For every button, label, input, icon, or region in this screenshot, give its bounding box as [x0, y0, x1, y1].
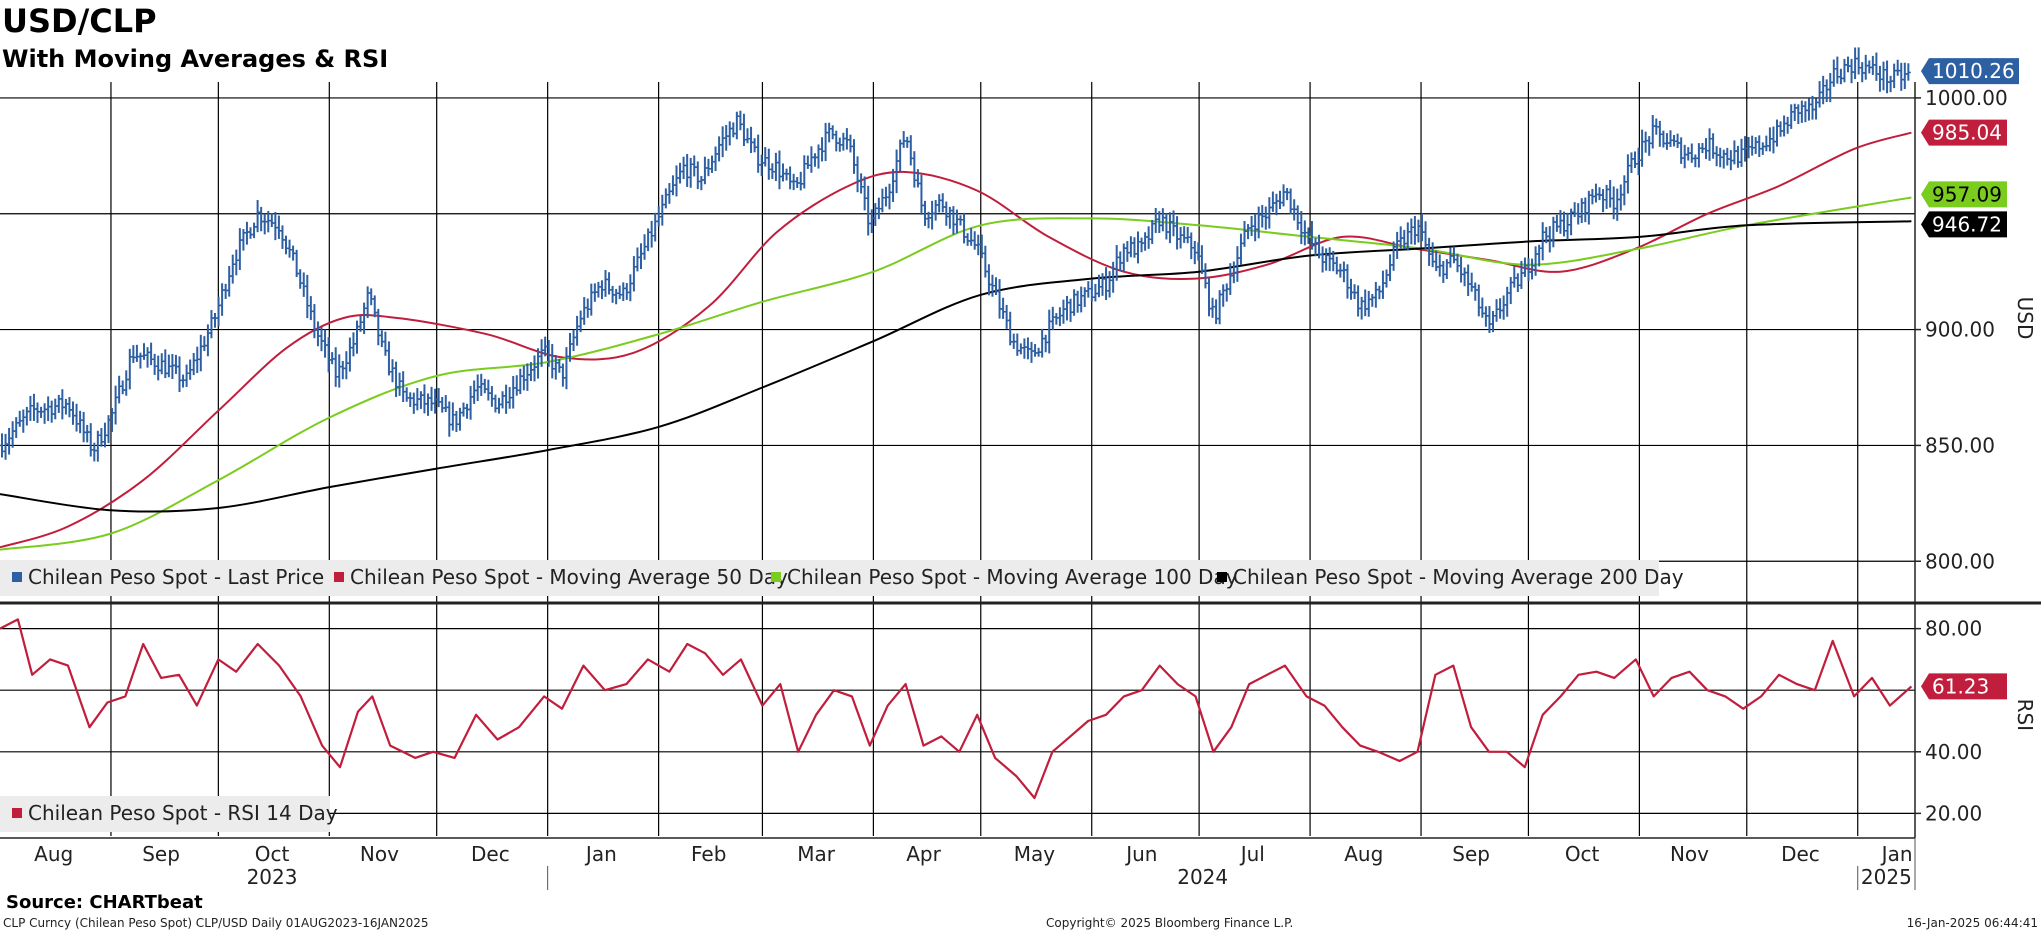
grid-layer [0, 82, 1915, 836]
last-price-tag: 1010.26 [1921, 58, 2019, 85]
month-label: Jan [584, 842, 617, 866]
rsi-axis-title: RSI [2013, 699, 2037, 732]
price-ytick-label: 900.00 [1925, 318, 1995, 342]
legend-entry: Chilean Peso Spot - Moving Average 200 D… [1233, 565, 1684, 589]
rsi-tag: 61.23 [1921, 673, 2007, 700]
price-bars-layer [0, 47, 1911, 462]
rsi-tag-bg [1921, 673, 2007, 700]
ma100-tag-bg [1921, 181, 2007, 208]
legend-swatch [12, 572, 22, 582]
rsi-ytick-label: 80.00 [1925, 617, 1982, 641]
legend-entry: Chilean Peso Spot - Moving Average 100 D… [787, 565, 1238, 589]
month-label: Dec [1781, 842, 1820, 866]
chart-title: USD/CLP [2, 2, 157, 40]
month-label: Dec [471, 842, 510, 866]
price-ytick-label: 850.00 [1925, 433, 1995, 457]
month-label: Apr [906, 842, 941, 866]
rsi-tag-label: 61.23 [1932, 674, 1989, 698]
legend-swatch [771, 572, 781, 582]
source-note: Source: CHARTbeat [6, 892, 203, 913]
year-label: 2024 [1177, 865, 1228, 889]
ticker-info: CLP Curncy (Chilean Peso Spot) CLP/USD D… [3, 916, 429, 930]
price-ytick-label: 1000.00 [1925, 86, 2008, 110]
month-label: Aug [34, 842, 73, 866]
month-label: Nov [1670, 842, 1709, 866]
last-price-tag-bg [1921, 58, 2019, 85]
ma50-line [0, 131, 1912, 549]
legend-entry: Chilean Peso Spot - RSI 14 Day [28, 801, 338, 825]
timestamp: 16-Jan-2025 06:44:41 [1907, 916, 2038, 930]
year-label: 2025 [1861, 865, 1912, 889]
rsi-legend-bg [0, 796, 330, 832]
rsi-legend: Chilean Peso Spot - RSI 14 Day [0, 796, 338, 832]
rsi-ytick-label: 20.00 [1925, 801, 1982, 825]
month-label: Feb [691, 842, 726, 866]
month-label: Mar [797, 842, 836, 866]
month-label: Sep [1452, 842, 1490, 866]
legend-swatch [1217, 572, 1227, 582]
price-ytick-label: 800.00 [1925, 549, 1995, 573]
moving-average-layer [0, 131, 1912, 551]
ma50-tag-bg [1921, 119, 2007, 146]
ma200-tag-label: 946.72 [1932, 212, 2002, 236]
month-label: Jul [1239, 842, 1265, 866]
price-legend-bg [0, 560, 1659, 596]
price-legend: Chilean Peso Spot - Last Price Chilean Pe… [0, 560, 1684, 596]
month-label: Oct [255, 842, 290, 866]
month-label: Jun [1124, 842, 1157, 866]
month-label: May [1014, 842, 1056, 866]
rsi-ytick-label: 40.00 [1925, 740, 1982, 764]
last-price-tag-label: 1010.26 [1932, 59, 2015, 83]
ma100-tag: 957.09 [1921, 181, 2007, 208]
month-label: Oct [1565, 842, 1600, 866]
month-label: Aug [1344, 842, 1383, 866]
ma200-tag-bg [1921, 211, 2007, 238]
year-label: 2023 [247, 865, 298, 889]
legend-swatch [12, 808, 22, 818]
month-label: Nov [360, 842, 399, 866]
price-axis-title: USD [2013, 297, 2037, 340]
month-label: Sep [142, 842, 180, 866]
ma200-line [0, 220, 1912, 513]
ma100-tag-label: 957.09 [1932, 182, 2002, 206]
legend-swatch [334, 572, 344, 582]
copyright-note: Copyright© 2025 Bloomberg Finance L.P. [1046, 916, 1293, 930]
legend-entry: Chilean Peso Spot - Last Price [28, 565, 324, 589]
ma200-tag: 946.72 [1921, 211, 2007, 238]
axis-layer: 800.00 850.00 900.00 1000.00 20.00 40.00 80.00… [0, 58, 2041, 890]
rsi-layer [0, 618, 1913, 800]
ma50-tag: 985.04 [1921, 119, 2007, 146]
rsi-line [0, 618, 1913, 800]
chart-subtitle: With Moving Averages & RSI [2, 45, 388, 73]
legend-entry: Chilean Peso Spot - Moving Average 50 Da… [350, 565, 788, 589]
month-label: Jan [1880, 842, 1913, 866]
ma50-tag-label: 985.04 [1932, 121, 2002, 145]
ma100-line [0, 196, 1912, 551]
